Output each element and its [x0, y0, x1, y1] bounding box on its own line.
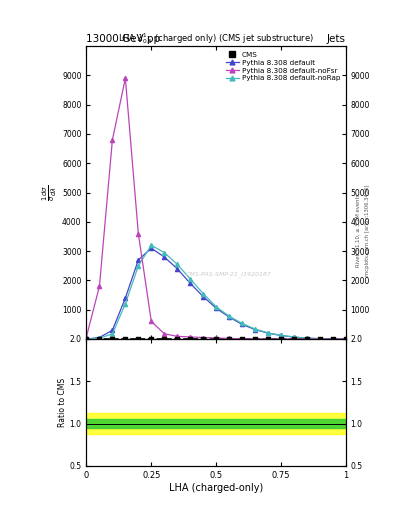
Point	[213, 335, 219, 343]
Point	[200, 335, 206, 343]
Text: 13000 GeV pp: 13000 GeV pp	[86, 33, 161, 44]
Point	[135, 335, 141, 343]
Text: Jets: Jets	[327, 33, 346, 44]
Point	[252, 335, 258, 343]
Point	[278, 335, 284, 343]
Point	[148, 335, 154, 343]
X-axis label: LHA (charged-only): LHA (charged-only)	[169, 482, 263, 493]
Point	[161, 335, 167, 343]
Point	[174, 335, 180, 343]
Point	[239, 335, 245, 343]
Title: LHA $\lambda^{1}_{0.5}$ (charged only) (CMS jet substructure): LHA $\lambda^{1}_{0.5}$ (charged only) (…	[118, 31, 314, 46]
Point	[96, 335, 103, 343]
Bar	[86, 419, 346, 428]
Point	[83, 335, 90, 343]
Point	[291, 335, 297, 343]
Point	[187, 335, 193, 343]
Point	[330, 335, 336, 343]
Point	[122, 335, 129, 343]
Text: mcplots.cern.ch [arXiv:1306.3436]: mcplots.cern.ch [arXiv:1306.3436]	[365, 185, 371, 276]
Text: CMS-PAS-SMP-21_I1920187: CMS-PAS-SMP-21_I1920187	[186, 272, 272, 278]
Point	[265, 335, 271, 343]
Y-axis label: Ratio to CMS: Ratio to CMS	[58, 378, 67, 427]
Point	[226, 335, 232, 343]
Bar	[86, 414, 346, 434]
Legend: CMS, Pythia 8.308 default, Pythia 8.308 default-noFsr, Pythia 8.308 default-noRa: CMS, Pythia 8.308 default, Pythia 8.308 …	[224, 50, 342, 83]
Point	[109, 335, 116, 343]
Point	[343, 335, 349, 343]
Point	[304, 335, 310, 343]
Y-axis label: $\frac{1}{\sigma}\frac{d\sigma}{d\lambda}$: $\frac{1}{\sigma}\frac{d\sigma}{d\lambda…	[41, 184, 59, 201]
Text: Rivet 3.1.10, ≥ 3.2M events: Rivet 3.1.10, ≥ 3.2M events	[356, 194, 361, 267]
Point	[317, 335, 323, 343]
